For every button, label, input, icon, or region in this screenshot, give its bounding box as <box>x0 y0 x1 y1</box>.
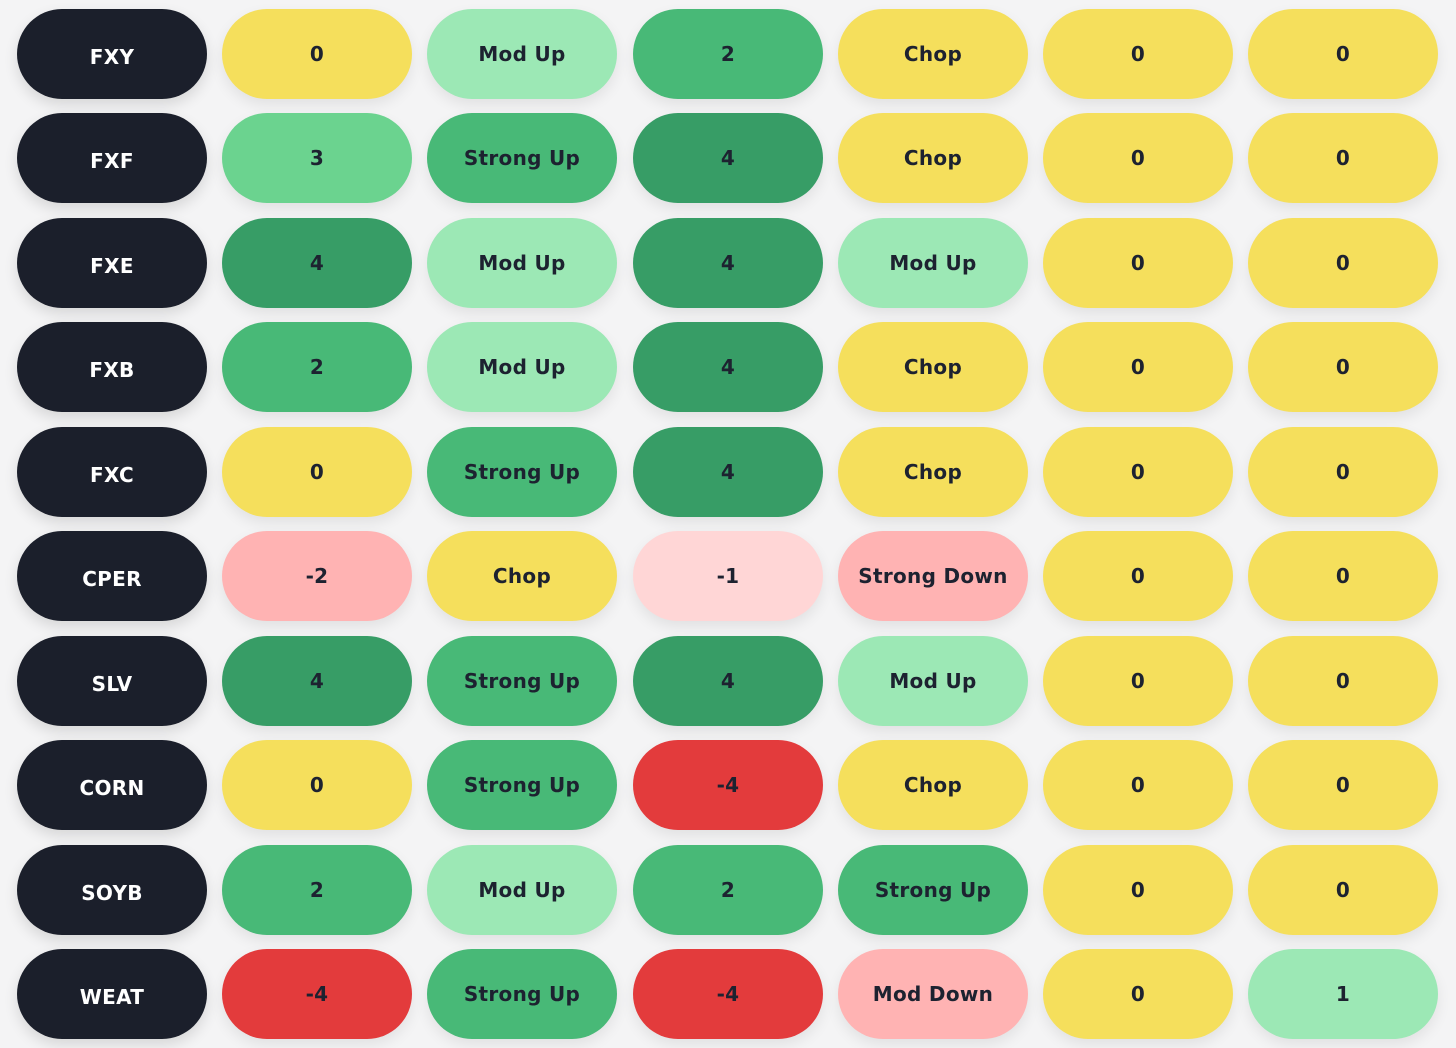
signal-cell: 4 <box>633 113 823 203</box>
signal-cell: 0 <box>1043 636 1233 726</box>
signal-cell: 0 <box>1248 322 1438 412</box>
table-row: WEAT -4 Strong Up -4 Mod Down 0 1 <box>0 949 1456 1039</box>
table-row: FXY 0 Mod Up 2 Chop 0 0 <box>0 9 1456 99</box>
signal-cell: 0 <box>1043 845 1233 935</box>
signal-cell: -4 <box>222 949 412 1039</box>
signal-cell: 2 <box>222 845 412 935</box>
signal-cell: 0 <box>1248 427 1438 517</box>
signal-cell: 0 <box>1043 949 1233 1039</box>
signal-cell: -1 <box>633 531 823 621</box>
signal-cell: 0 <box>222 427 412 517</box>
ticker-label: CORN <box>17 740 207 830</box>
table-row: FXB 2 Mod Up 4 Chop 0 0 <box>0 322 1456 412</box>
ticker-label: WEAT <box>17 949 207 1039</box>
signal-cell: Mod Up <box>838 636 1028 726</box>
signal-cell: 4 <box>633 322 823 412</box>
signal-cell: 0 <box>1248 9 1438 99</box>
signal-cell: 4 <box>633 636 823 726</box>
signal-cell: 0 <box>1043 218 1233 308</box>
signal-cell: 0 <box>222 9 412 99</box>
signal-cell: 0 <box>1043 322 1233 412</box>
ticker-label: FXF <box>17 113 207 203</box>
table-row: FXE 4 Mod Up 4 Mod Up 0 0 <box>0 218 1456 308</box>
signal-cell: Chop <box>838 322 1028 412</box>
signal-cell: 4 <box>633 218 823 308</box>
signal-cell: 0 <box>1248 218 1438 308</box>
signal-cell: Mod Up <box>838 218 1028 308</box>
signal-cell: 0 <box>1248 845 1438 935</box>
signal-cell: Chop <box>838 9 1028 99</box>
signal-cell: Strong Up <box>427 740 617 830</box>
signal-cell: 0 <box>1043 113 1233 203</box>
signal-cell: 0 <box>1043 9 1233 99</box>
signal-cell: Strong Up <box>838 845 1028 935</box>
signal-cell: Strong Up <box>427 949 617 1039</box>
signal-cell: 0 <box>1043 427 1233 517</box>
table-row: FXC 0 Strong Up 4 Chop 0 0 <box>0 427 1456 517</box>
signal-cell: Mod Up <box>427 322 617 412</box>
signal-cell: 2 <box>633 845 823 935</box>
table-row: CPER -2 Chop -1 Strong Down 0 0 <box>0 531 1456 621</box>
signal-cell: 0 <box>1043 740 1233 830</box>
signal-cell: 4 <box>222 636 412 726</box>
signal-cell: 2 <box>222 322 412 412</box>
table-row: SOYB 2 Mod Up 2 Strong Up 0 0 <box>0 845 1456 935</box>
table-row: FXF 3 Strong Up 4 Chop 0 0 <box>0 113 1456 203</box>
signal-cell: Strong Down <box>838 531 1028 621</box>
signal-cell: -4 <box>633 740 823 830</box>
signal-cell: -4 <box>633 949 823 1039</box>
signal-cell: 1 <box>1248 949 1438 1039</box>
signal-cell: 0 <box>1248 113 1438 203</box>
signal-cell: 0 <box>222 740 412 830</box>
signal-cell: Mod Up <box>427 845 617 935</box>
ticker-label: FXC <box>17 427 207 517</box>
ticker-label: FXB <box>17 322 207 412</box>
table-row: CORN 0 Strong Up -4 Chop 0 0 <box>0 740 1456 830</box>
signal-cell: Mod Up <box>427 9 617 99</box>
signal-cell: Chop <box>838 740 1028 830</box>
signal-cell: Mod Up <box>427 218 617 308</box>
signal-cell: Chop <box>838 427 1028 517</box>
signal-cell: Strong Up <box>427 636 617 726</box>
ticker-label: SLV <box>17 636 207 726</box>
table-row: SLV 4 Strong Up 4 Mod Up 0 0 <box>0 636 1456 726</box>
signal-cell: 0 <box>1248 740 1438 830</box>
signal-cell: 4 <box>633 427 823 517</box>
signal-cell: 0 <box>1248 531 1438 621</box>
signal-cell: 3 <box>222 113 412 203</box>
signal-cell: 2 <box>633 9 823 99</box>
signal-cell: Strong Up <box>427 113 617 203</box>
signal-cell: Chop <box>427 531 617 621</box>
signal-cell: -2 <box>222 531 412 621</box>
signal-cell: Chop <box>838 113 1028 203</box>
signal-cell: 0 <box>1043 531 1233 621</box>
ticker-label: CPER <box>17 531 207 621</box>
signal-cell: 4 <box>222 218 412 308</box>
ticker-label: SOYB <box>17 845 207 935</box>
signal-cell: 0 <box>1248 636 1438 726</box>
signal-cell: Mod Down <box>838 949 1028 1039</box>
ticker-label: FXE <box>17 218 207 308</box>
ticker-label: FXY <box>17 9 207 99</box>
signal-cell: Strong Up <box>427 427 617 517</box>
